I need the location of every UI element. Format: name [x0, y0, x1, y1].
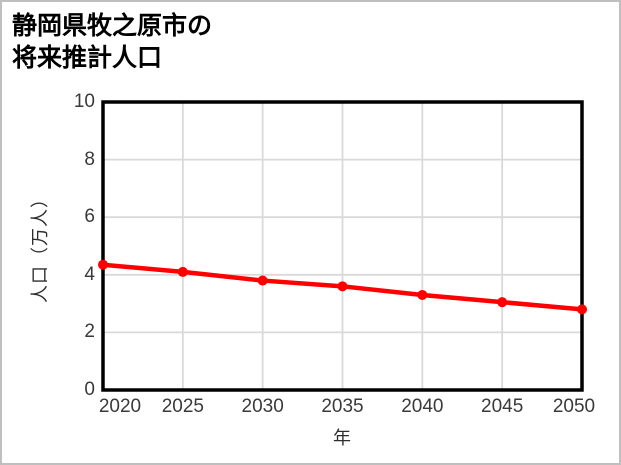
x-tick-label-2040: 2040: [401, 396, 444, 417]
y-tick-label-10: 10: [73, 91, 95, 112]
data-point-2035: [337, 281, 348, 292]
data-point-2020: [98, 259, 108, 270]
x-tick-label-2035: 2035: [321, 396, 364, 417]
data-point-2030: [257, 275, 268, 286]
plot-area: [98, 100, 587, 392]
x-tick-label-2050: 2050: [552, 396, 596, 417]
data-point-2045: [497, 297, 508, 308]
x-tick-label-2020: 2020: [98, 396, 142, 417]
y-tick-label-6: 6: [84, 206, 95, 228]
y-tick-label-0: 0: [84, 379, 95, 400]
plot-border: [101, 100, 584, 392]
y-tick-label-8: 8: [84, 148, 95, 170]
data-point-2050: [577, 304, 587, 315]
data-point-2025: [177, 266, 188, 277]
y-tick-label-2: 2: [84, 321, 95, 343]
chart-title: 静岡県牧之原市の 将来推計人口: [12, 10, 212, 74]
y-tick-label-4: 4: [84, 263, 95, 285]
chart-title-line1: 静岡県牧之原市の: [12, 12, 213, 40]
chart-title-line2: 将来推計人口: [12, 44, 163, 72]
x-tick-label-2025: 2025: [161, 396, 204, 417]
data-point-2040: [417, 289, 428, 300]
x-tick-label-2030: 2030: [241, 396, 284, 417]
x-axis-title: 年: [333, 428, 351, 448]
y-axis-title: 人口（万人）: [30, 189, 50, 303]
x-tick-label-2045: 2045: [481, 396, 524, 417]
